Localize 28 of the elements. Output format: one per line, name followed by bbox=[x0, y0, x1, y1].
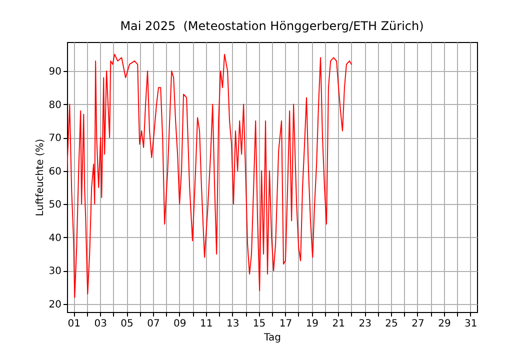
x-axis-title: Tag bbox=[263, 332, 281, 344]
y-tick-label: 40 bbox=[48, 232, 62, 244]
y-tick-label: 60 bbox=[48, 166, 62, 178]
y-tick-label: 50 bbox=[48, 200, 62, 211]
x-tick-label: 21 bbox=[332, 318, 345, 330]
chart-title: Mai 2025 (Meteostation Hönggerberg/ETH Zürich) bbox=[120, 19, 424, 33]
x-tick-label: 07 bbox=[147, 318, 160, 330]
x-tick-label: 25 bbox=[385, 318, 398, 330]
x-tick-label: 15 bbox=[252, 318, 266, 330]
y-tick-label: 70 bbox=[48, 133, 62, 144]
x-tick-label: 17 bbox=[279, 318, 292, 330]
x-tick-label: 11 bbox=[200, 318, 213, 330]
x-tick-label: 27 bbox=[412, 318, 424, 330]
y-tick-label: 30 bbox=[48, 266, 62, 278]
x-tick-label: 31 bbox=[464, 318, 478, 330]
x-tick-label: 13 bbox=[226, 318, 240, 330]
line-series bbox=[67, 54, 352, 298]
y-tick-label: 90 bbox=[48, 66, 62, 78]
x-tick-label: 01 bbox=[68, 318, 80, 330]
x-tick-label: 19 bbox=[306, 318, 319, 330]
x-tick-label: 29 bbox=[438, 318, 451, 330]
x-tick-label: 23 bbox=[358, 318, 372, 330]
y-tick-label: 80 bbox=[48, 100, 62, 111]
y-tick-label: 20 bbox=[48, 300, 62, 311]
x-tick-label: 09 bbox=[174, 318, 186, 330]
x-tick-label: 03 bbox=[94, 318, 107, 330]
y-axis-title: Luftfeuchte (%) bbox=[34, 138, 46, 216]
x-tick-label: 05 bbox=[120, 318, 134, 330]
